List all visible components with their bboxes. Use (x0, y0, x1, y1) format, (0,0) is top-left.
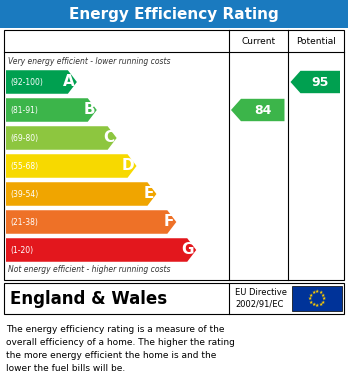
Text: ★: ★ (318, 290, 323, 295)
Text: Not energy efficient - higher running costs: Not energy efficient - higher running co… (8, 265, 171, 274)
Polygon shape (6, 70, 77, 94)
Text: C: C (103, 131, 114, 145)
Bar (0, 0, 348, 28)
Text: Very energy efficient - lower running costs: Very energy efficient - lower running co… (8, 57, 171, 66)
Text: 84: 84 (254, 104, 271, 117)
Text: ★: ★ (321, 292, 325, 298)
Bar (4, 283, 344, 314)
Bar (292, 286, 342, 311)
Text: (81-91): (81-91) (10, 106, 38, 115)
Polygon shape (231, 99, 285, 121)
Text: (39-54): (39-54) (10, 190, 38, 199)
Text: 95: 95 (311, 75, 329, 88)
Text: (55-68): (55-68) (10, 161, 38, 170)
Text: ★: ★ (309, 292, 313, 298)
Text: England & Wales: England & Wales (10, 289, 167, 307)
Text: E: E (144, 187, 155, 201)
Polygon shape (6, 126, 117, 150)
Text: B: B (83, 102, 95, 118)
Text: ★: ★ (309, 300, 313, 305)
Text: EU Directive
2002/91/EC: EU Directive 2002/91/EC (235, 288, 287, 309)
Text: (21-38): (21-38) (10, 217, 38, 226)
Bar (4, 30, 344, 280)
Polygon shape (6, 210, 176, 234)
Text: (1-20): (1-20) (10, 246, 33, 255)
Text: Energy Efficiency Rating: Energy Efficiency Rating (69, 7, 279, 22)
Polygon shape (6, 238, 196, 262)
Polygon shape (6, 182, 157, 206)
Text: ★: ★ (315, 303, 319, 308)
Text: ★: ★ (315, 289, 319, 294)
Polygon shape (291, 71, 340, 93)
Polygon shape (6, 154, 136, 178)
Text: The energy efficiency rating is a measure of the
overall efficiency of a home. T: The energy efficiency rating is a measur… (6, 325, 235, 373)
Text: Current: Current (242, 36, 276, 45)
Text: D: D (122, 158, 135, 174)
Text: (69-80): (69-80) (10, 133, 38, 142)
Text: ★: ★ (318, 302, 323, 307)
Text: ★: ★ (322, 296, 326, 301)
Text: F: F (164, 215, 174, 230)
Text: (92-100): (92-100) (10, 77, 43, 86)
Text: ★: ★ (321, 300, 325, 305)
Text: G: G (182, 242, 194, 258)
Text: A: A (63, 75, 75, 90)
Text: ★: ★ (311, 302, 316, 307)
Text: Potential: Potential (296, 36, 336, 45)
Polygon shape (6, 98, 97, 122)
Text: ★: ★ (308, 296, 313, 301)
Text: ★: ★ (311, 290, 316, 295)
